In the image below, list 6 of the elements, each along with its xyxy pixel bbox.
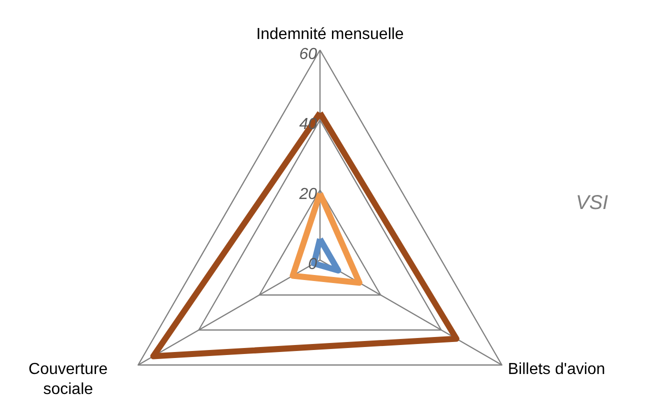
spoke-label: Billets d'avion [508, 361, 606, 378]
spoke-label: Indemnité mensuelle [256, 26, 404, 43]
spoke-label: Couverture sociale [28, 361, 108, 398]
y-tick-label: 20 [298, 186, 318, 203]
y-tick-label: 60 [299, 46, 318, 63]
text: VSI [576, 192, 609, 214]
